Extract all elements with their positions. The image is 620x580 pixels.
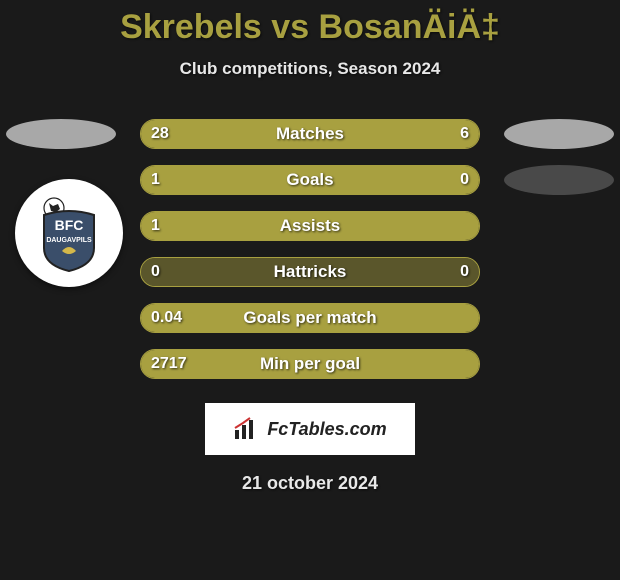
stat-row: Goals per match0.04 <box>0 303 620 333</box>
badge-text-top: BFC <box>55 217 84 233</box>
stat-value-right: 0 <box>460 263 469 281</box>
player-marker-right <box>504 165 614 195</box>
stat-value-right: 6 <box>460 125 469 143</box>
stat-row: Min per goal2717 <box>0 349 620 379</box>
stat-value-left: 0.04 <box>151 309 182 327</box>
stat-label: Assists <box>141 216 479 236</box>
stat-bar: Goals per match0.04 <box>140 303 480 333</box>
stat-value-left: 28 <box>151 125 169 143</box>
page-title: Skrebels vs BosanÄiÄ‡ <box>0 0 620 47</box>
subtitle: Club competitions, Season 2024 <box>0 59 620 79</box>
player-marker-right <box>504 119 614 149</box>
stat-bar: Matches28 6 <box>140 119 480 149</box>
stat-bar: Goals1 0 <box>140 165 480 195</box>
badge-text-bottom: DAUGAVPILS <box>46 237 92 244</box>
stat-value-left: 2717 <box>151 355 187 373</box>
date-label: 21 october 2024 <box>0 473 620 494</box>
stat-label: Goals <box>141 170 479 190</box>
stat-value-left: 1 <box>151 217 160 235</box>
stat-value-left: 1 <box>151 171 160 189</box>
club-badge-icon: BFC DAUGAVPILS <box>29 193 109 273</box>
stat-value-left: 0 <box>151 263 160 281</box>
chart-icon <box>233 416 259 442</box>
stat-row: Matches28 6 <box>0 119 620 149</box>
stat-label: Min per goal <box>141 354 479 374</box>
player-marker-left <box>6 119 116 149</box>
fctables-label: FcTables.com <box>267 419 386 440</box>
stat-label: Hattricks <box>141 262 479 282</box>
stat-bar: Hattricks0 0 <box>140 257 480 287</box>
stat-bar: Min per goal2717 <box>140 349 480 379</box>
fctables-banner: FcTables.com <box>205 403 415 455</box>
stat-bar: Assists1 <box>140 211 480 241</box>
club-badge: BFC DAUGAVPILS <box>15 179 123 287</box>
stat-label: Matches <box>141 124 479 144</box>
stat-value-right: 0 <box>460 171 469 189</box>
stat-label: Goals per match <box>141 308 479 328</box>
